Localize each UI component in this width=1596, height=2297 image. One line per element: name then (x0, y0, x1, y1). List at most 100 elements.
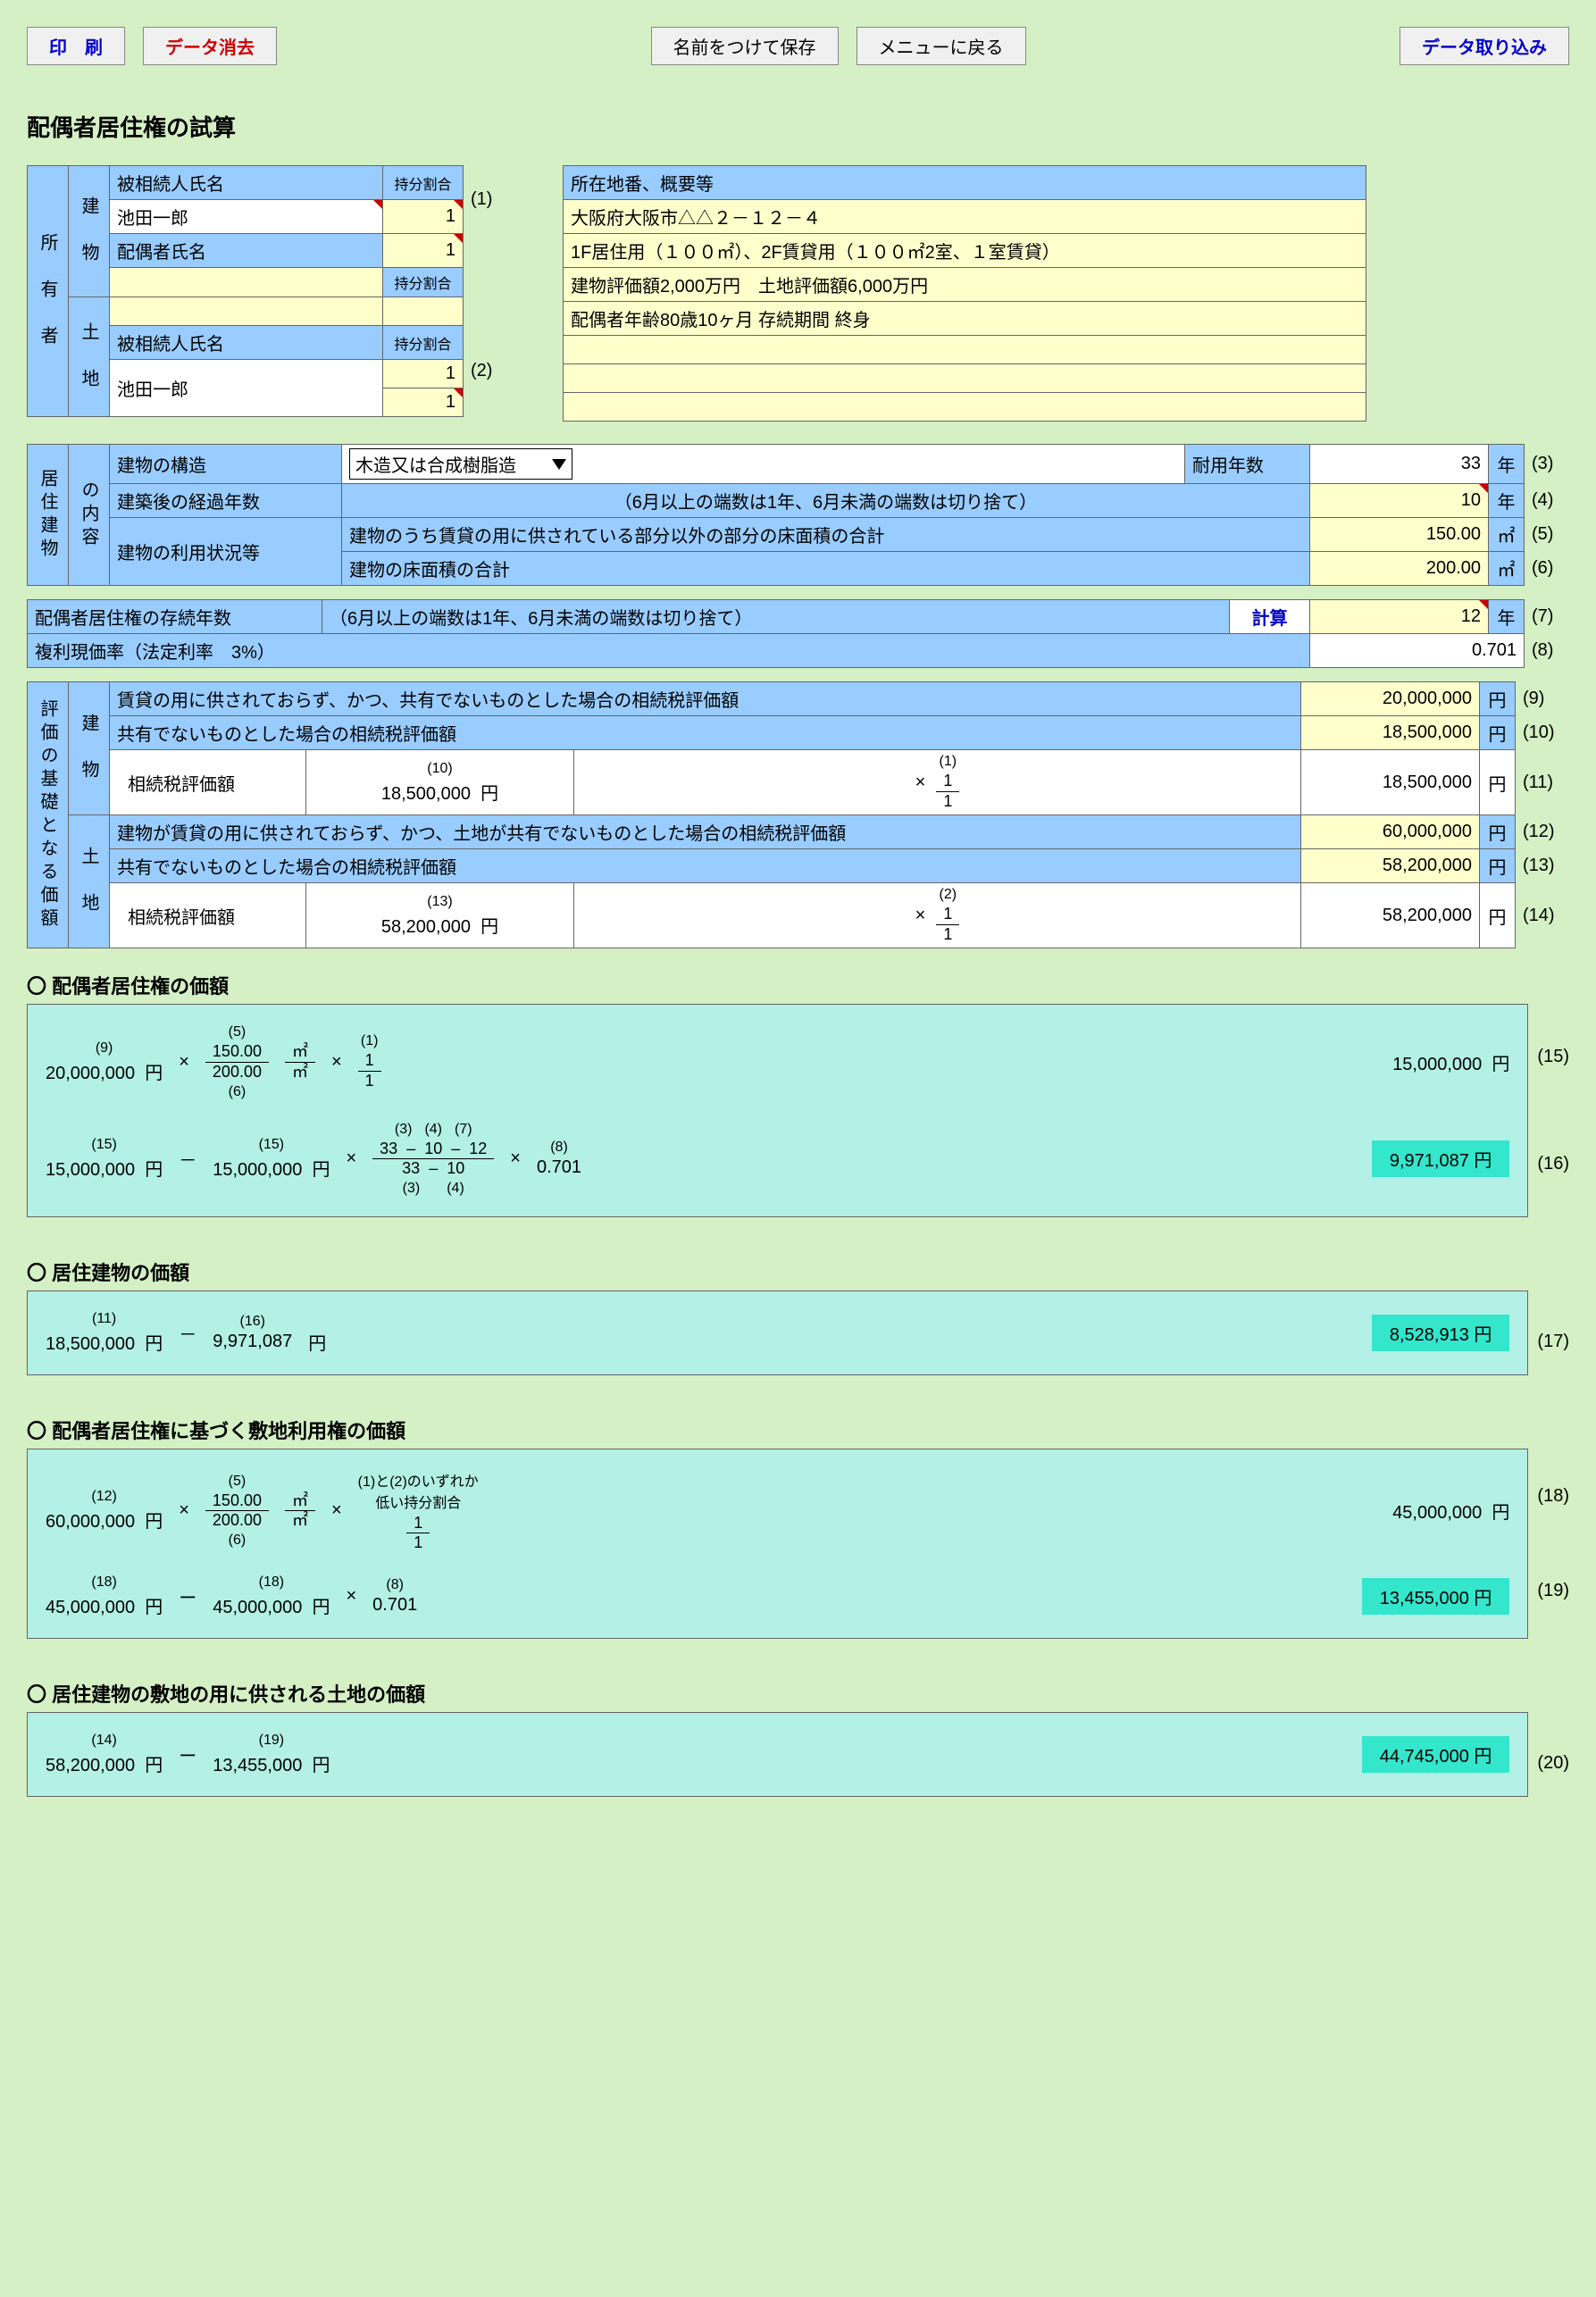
l2-label: 共有でないものとした場合の相続税評価額 (110, 849, 1301, 883)
memo-l6[interactable] (564, 364, 1366, 393)
ratio-label: 持分割合 (383, 166, 464, 200)
nonrental-label: 建物のうち賃貸の用に供されている部分以外の部分の床面積の合計 (342, 518, 1310, 552)
floor-value[interactable]: 200.00 (1310, 552, 1489, 586)
l3-frac-num: 1 (936, 905, 959, 925)
spouse-extra-row[interactable] (110, 297, 383, 326)
page-title: 配偶者居住権の試算 (27, 110, 1569, 143)
calc2-title: 〇 居住建物の価額 (27, 1257, 1569, 1286)
memo-l3[interactable]: 建物評価額2,000万円 土地評価額6,000万円 (564, 268, 1366, 302)
calc1-box: (9) 20,000,000 円 × (5) 150.00200.00 (6) … (27, 1004, 1528, 1216)
calc1-result-15: 15,000,000 (1392, 1055, 1482, 1074)
ratio-den-1[interactable]: 1 (383, 234, 464, 268)
b3-frac-den: 1 (943, 792, 952, 812)
ratio-den-2[interactable]: 1 (383, 388, 464, 417)
term-value[interactable]: 12 (1310, 600, 1489, 634)
structure-cell: 木造又は合成樹脂造 (342, 445, 1185, 484)
spouse-extra-ratio[interactable] (383, 297, 464, 326)
elapsed-value[interactable]: 10 (1310, 484, 1489, 518)
ratio-label-3: 持分割合 (383, 326, 464, 360)
basis-vlabel: 評価の基礎となる価額 (28, 682, 69, 948)
ref-13: (13) (1516, 849, 1569, 883)
chevron-down-icon (552, 459, 566, 470)
b3-base: 18,500,000 (381, 784, 471, 804)
calc4-box: (14) 58,200,000 円 ー (19) 13,455,000 円 44… (27, 1712, 1528, 1797)
calc3-result-19: 13,455,000 (1380, 1589, 1469, 1608)
b1-label: 賃貸の用に供されておらず、かつ、共有でないものとした場合の相続税評価額 (110, 682, 1301, 716)
calc2-result: 8,528,913 (1390, 1325, 1469, 1345)
ref-18: (18) (1537, 1486, 1569, 1507)
pv-value: 0.701 (1310, 634, 1525, 668)
print-button[interactable]: 印 刷 (27, 27, 125, 65)
decedent-name-value-2[interactable]: 池田一郎 (110, 360, 383, 417)
l1-label: 建物が賃貸の用に供されておらず、かつ、土地が共有でないものとした場合の相続税評価… (110, 815, 1301, 849)
ref-7: (7) (1525, 600, 1569, 634)
b3-label: 相続税評価額 (110, 750, 306, 815)
decedent-name-value[interactable]: 池田一郎 (110, 200, 383, 234)
l1-value[interactable]: 60,000,000 (1301, 815, 1480, 849)
calc-button[interactable]: 計算 (1230, 600, 1310, 634)
ref-3: (3) (1525, 445, 1569, 484)
year-unit-1: 年 (1489, 445, 1525, 484)
calc3-result-18: 45,000,000 (1392, 1503, 1482, 1523)
ref-5: (5) (1525, 518, 1569, 552)
yen-1: 円 (1480, 682, 1516, 716)
land-vlabel: 土 地 (69, 297, 110, 417)
calc2-box: (11) 18,500,000 円 － (16) 9,971,087 円 8,5… (27, 1290, 1528, 1375)
menu-button[interactable]: メニューに戻る (856, 27, 1026, 65)
nonrental-value[interactable]: 150.00 (1310, 518, 1489, 552)
l2-value[interactable]: 58,200,000 (1301, 849, 1480, 883)
l3-frac-cell: × (2) 11 (574, 883, 1301, 948)
ref-19: (19) (1537, 1581, 1569, 1601)
ratio-num-2[interactable]: 1 (383, 360, 464, 388)
memo-table: 所在地番、概要等 大阪府大阪市△△２－１２－４ 1F居住用（１００㎡）、2F賃貸… (563, 165, 1366, 422)
b3-base-cell: (10) 18,500,000 円 (306, 750, 574, 815)
yen-2: 円 (1480, 716, 1516, 750)
b3-frac-num: 1 (936, 772, 959, 792)
ref-2: (2) (464, 326, 545, 417)
yen-5: 円 (1480, 849, 1516, 883)
calc4-result: 44,745,000 (1380, 1747, 1469, 1767)
building-vlabel: 建 物 (69, 166, 110, 297)
memo-header: 所在地番、概要等 (564, 166, 1366, 200)
pv-label: 複利現価率（法定利率 3%） (28, 634, 1310, 668)
term-table: 配偶者居住権の存続年数 （6月以上の端数は1年、6月未満の端数は切り捨て） 計算… (27, 599, 1569, 668)
owners-table: 所 有 者 建 物 被相続人氏名 持分割合 (1) 池田一郎 1 配偶者氏名 1… (27, 165, 545, 417)
ref-11: (11) (1516, 750, 1569, 815)
ref-20: (20) (1537, 1753, 1569, 1774)
structure-select[interactable]: 木造又は合成樹脂造 (349, 448, 572, 480)
memo-l4[interactable]: 配偶者年齢80歳10ヶ月 存続期間 終身 (564, 302, 1366, 336)
residence-bldg-vlabel: 居住建物 (28, 445, 69, 586)
memo-l1[interactable]: 大阪府大阪市△△２－１２－４ (564, 200, 1366, 234)
clear-button[interactable]: データ消去 (143, 27, 277, 65)
calc3-box: (12) 60,000,000 円 × (5) 150.00200.00 (6)… (27, 1449, 1528, 1639)
b2-value[interactable]: 18,500,000 (1301, 716, 1480, 750)
ref-17: (17) (1537, 1332, 1569, 1352)
memo-l5[interactable] (564, 336, 1366, 364)
ref-1: (1) (464, 166, 545, 234)
owners-vlabel: 所 有 者 (28, 166, 69, 417)
spouse-name-value[interactable] (110, 268, 383, 297)
basis-building-vlabel: 建 物 (69, 682, 110, 815)
memo-l7[interactable] (564, 393, 1366, 422)
l3-frac-den: 1 (943, 925, 952, 945)
lbl-13: (13) (427, 894, 452, 910)
term-note: （6月以上の端数は1年、6月未満の端数は切り捨て） (322, 600, 1230, 634)
usage-label: 建物の利用状況等 (110, 518, 342, 586)
ref-6: (6) (1525, 552, 1569, 586)
yen-3: 円 (1480, 750, 1516, 815)
structure-value: 木造又は合成樹脂造 (355, 451, 516, 477)
ref-4: (4) (1525, 484, 1569, 518)
ref-14: (14) (1516, 883, 1569, 948)
spouse-name-label: 配偶者氏名 (110, 234, 383, 268)
life-value: 33 (1310, 445, 1489, 484)
l3-label: 相続税評価額 (110, 883, 306, 948)
calc1-result-16: 9,971,087 (1390, 1151, 1469, 1171)
content-vlabel: の内容 (69, 445, 110, 586)
ref-10: (10) (1516, 716, 1569, 750)
memo-l2[interactable]: 1F居住用（１００㎡）、2F賃貸用（１００㎡2室、１室賃貸） (564, 234, 1366, 268)
ratio-num-1[interactable]: 1 (383, 200, 464, 234)
b1-value[interactable]: 20,000,000 (1301, 682, 1480, 716)
import-button[interactable]: データ取り込み (1400, 27, 1569, 65)
save-as-button[interactable]: 名前をつけて保存 (651, 27, 839, 65)
b2-label: 共有でないものとした場合の相続税評価額 (110, 716, 1301, 750)
